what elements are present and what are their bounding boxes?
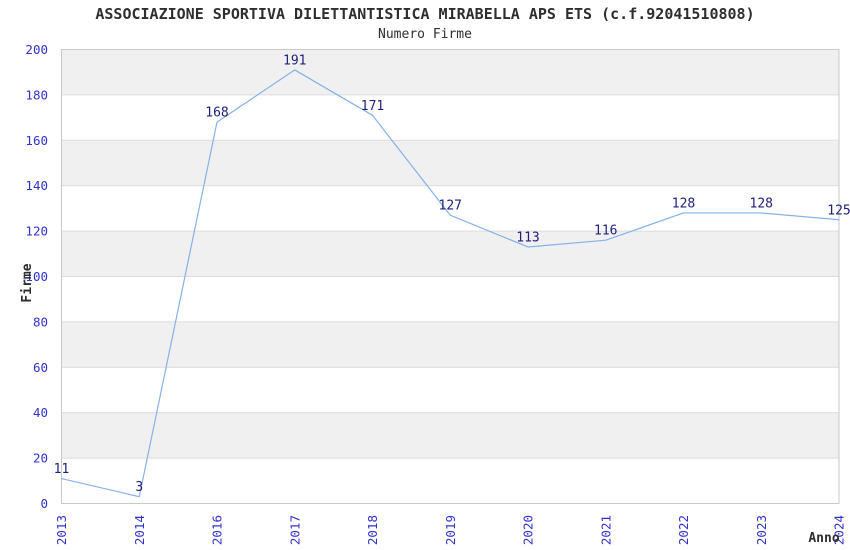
data-point-label: 113 bbox=[516, 230, 539, 245]
y-tick-label: 0 bbox=[40, 496, 48, 511]
chart-subtitle: Numero Firme bbox=[378, 27, 472, 42]
data-point-label: 128 bbox=[750, 196, 773, 211]
data-point-label: 168 bbox=[205, 106, 228, 121]
y-tick-label: 40 bbox=[33, 405, 48, 420]
x-tick-label: 2020 bbox=[521, 515, 536, 545]
y-axis-title: Firme bbox=[20, 263, 35, 302]
y-tick-label: 20 bbox=[33, 451, 48, 466]
y-tick-label: 80 bbox=[33, 314, 48, 329]
y-tick-label: 200 bbox=[25, 42, 48, 57]
y-tick-label: 60 bbox=[33, 360, 48, 375]
x-tick-label: 2021 bbox=[598, 515, 613, 545]
data-point-label: 191 bbox=[283, 53, 306, 68]
x-tick-label: 2017 bbox=[287, 515, 302, 545]
data-point-label: 171 bbox=[361, 99, 384, 114]
x-axis-title: Anno bbox=[808, 531, 839, 546]
x-tick-label: 2014 bbox=[132, 515, 147, 545]
data-point-label: 116 bbox=[594, 224, 617, 239]
y-tick-label: 100 bbox=[25, 269, 48, 284]
chart-title: ASSOCIAZIONE SPORTIVA DILETTANTISTICA MI… bbox=[95, 5, 755, 23]
y-tick-label: 180 bbox=[25, 87, 48, 102]
x-tick-label: 2024 bbox=[832, 515, 847, 545]
x-tick-label: 2016 bbox=[210, 515, 225, 545]
x-tick-label: 2022 bbox=[676, 515, 691, 545]
data-point-label: 128 bbox=[672, 196, 695, 211]
x-tick-label: 2019 bbox=[443, 515, 458, 545]
x-tick-label: 2013 bbox=[54, 515, 69, 545]
plot-band bbox=[61, 140, 839, 186]
plot-band bbox=[61, 49, 839, 95]
data-point-label: 3 bbox=[135, 480, 143, 495]
plot-band bbox=[61, 321, 839, 368]
data-point-label: 127 bbox=[439, 199, 462, 214]
y-tick-label: 160 bbox=[25, 133, 48, 148]
data-point-label: 125 bbox=[827, 203, 850, 218]
data-point-label: 11 bbox=[54, 462, 70, 477]
plot-band bbox=[61, 231, 839, 277]
x-tick-label: 2018 bbox=[365, 515, 380, 545]
data-line bbox=[60, 69, 840, 498]
plot-band bbox=[61, 412, 839, 459]
y-tick-label: 140 bbox=[25, 178, 48, 193]
y-tick-label: 120 bbox=[25, 224, 48, 239]
plot-border bbox=[61, 49, 840, 504]
x-tick-label: 2023 bbox=[754, 515, 769, 545]
